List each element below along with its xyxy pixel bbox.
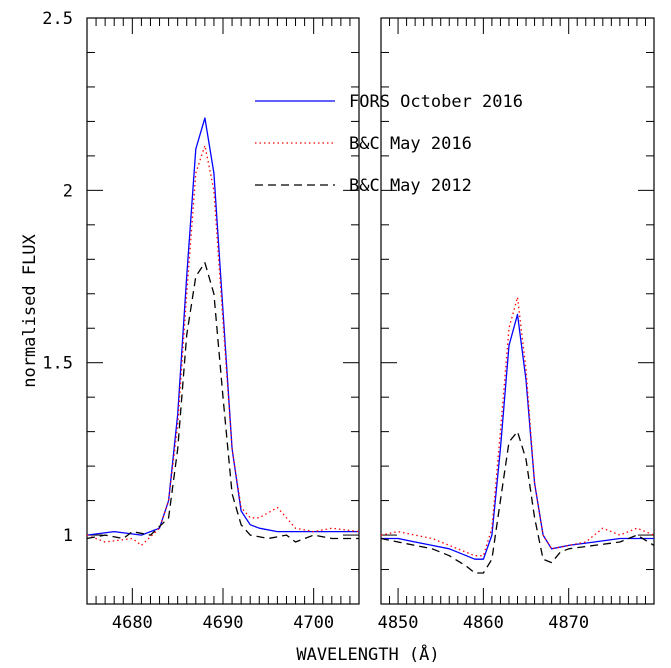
x-tick-label: 4690: [203, 613, 244, 633]
series-line-panel1-3: [86, 262, 359, 543]
x-tick-label: 4870: [548, 613, 589, 633]
legend-label-2: B&C May 2016: [349, 134, 472, 154]
y-tick-label: 1.5: [42, 354, 73, 374]
legend-label-1: FORS October 2016: [349, 92, 523, 112]
x-axis-label: WAVELENGTH (Å): [296, 643, 439, 665]
axis-ticks: [86, 17, 655, 605]
legend-label-3: B&C May 2012: [349, 176, 472, 196]
x-tick-label: 4860: [463, 613, 504, 633]
series-line-panel1-2: [86, 144, 360, 547]
series-layer: [86, 117, 655, 574]
y-tick-label: 1: [63, 526, 73, 546]
series-line-panel2-3: [380, 430, 655, 574]
x-tick-label: 4850: [378, 613, 419, 633]
series-line-panel2-1: [381, 313, 654, 560]
y-tick-label: 2.5: [42, 9, 73, 29]
x-tick-label: 4700: [293, 613, 334, 633]
series-line-panel2-2: [380, 296, 655, 557]
series-line-panel1-1: [86, 117, 359, 536]
y-tick-label: 2: [63, 181, 73, 201]
tick-labels: 4680 4690 4700 4850 4860 4870 1 1.5 2 2.5: [42, 9, 589, 633]
legend: FORS October 2016 B&C May 2016 B&C May 201…: [255, 92, 523, 196]
x-tick-label: 4680: [112, 613, 153, 633]
y-axis-label: normalised FLUX: [20, 233, 40, 387]
